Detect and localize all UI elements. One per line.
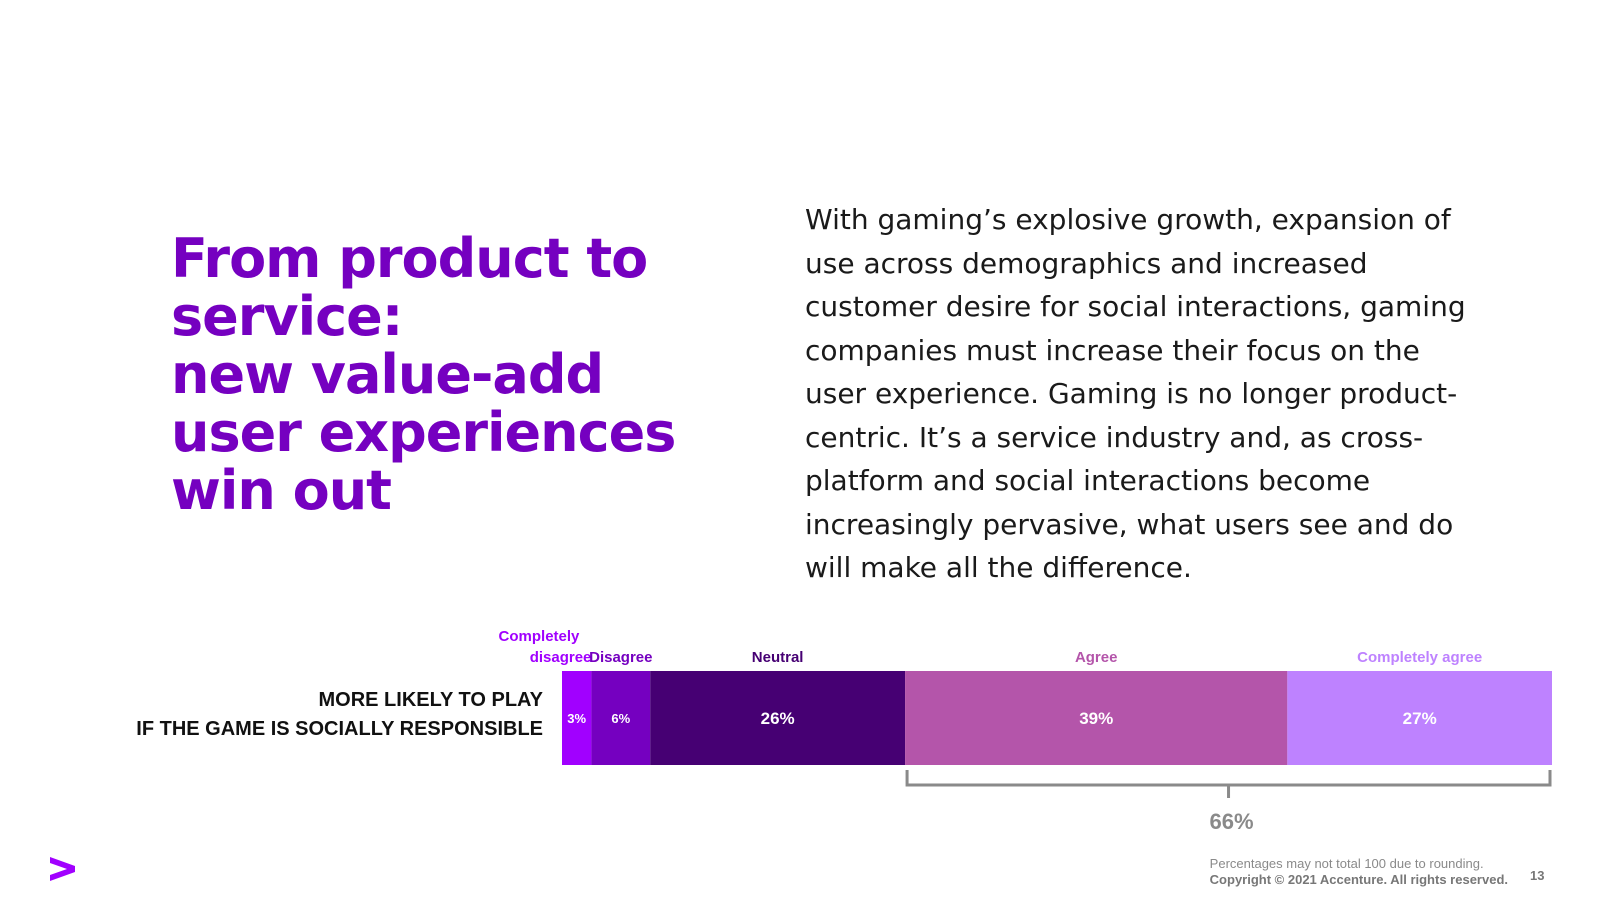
- category-label-disagree: Disagree: [589, 649, 652, 666]
- page-number: 13: [1530, 868, 1545, 883]
- body-paragraph: With gaming’s explosive growth, expansio…: [805, 198, 1505, 590]
- value-label-completely-disagree: 3%: [567, 711, 586, 726]
- title-line: win out: [171, 459, 392, 522]
- rounding-note: Percentages may not total 100 due to rou…: [1209, 856, 1484, 871]
- body-line: will make all the difference.: [805, 551, 1192, 584]
- body-line: increasingly pervasive, what users see a…: [805, 507, 1454, 541]
- category-label-neutral: Neutral: [752, 649, 804, 666]
- title-line: new value-add: [171, 343, 604, 406]
- value-label-completely-agree: 27%: [1403, 709, 1437, 728]
- title-line: From product to: [171, 227, 648, 290]
- body-line: With gaming’s explosive growth, expansio…: [805, 203, 1451, 236]
- body-line: user experience. Gaming is no longer pro…: [805, 377, 1458, 410]
- bar-segment-neutral: [650, 671, 906, 765]
- body-line: companies must increase their focus on t…: [805, 333, 1420, 367]
- body-line: use across demographics and increased: [805, 246, 1368, 280]
- value-label-neutral: 26%: [761, 709, 795, 728]
- body-line: centric. It’s a service industry and, as…: [805, 420, 1424, 454]
- footnote: Percentages may not total 100 due to rou…: [1210, 856, 1508, 888]
- category-label-completely-disagree: disagree: [530, 649, 592, 666]
- copyright: Copyright © 2021 Accenture. All rights r…: [1209, 872, 1508, 887]
- body-line: customer desire for social interactions,…: [805, 290, 1466, 323]
- agree-total-label: 66%: [1210, 809, 1254, 834]
- bar-segment-agree: [905, 671, 1288, 765]
- bar-segment-disagree: [591, 671, 651, 765]
- row-label-line: MORE LIKELY TO PLAY: [318, 689, 543, 711]
- bar-segment-completely-disagree: [562, 671, 592, 765]
- row-label-line: IF THE GAME IS SOCIALLY RESPONSIBLE: [136, 718, 543, 740]
- title-line: service:: [171, 285, 403, 348]
- category-label-completely-disagree: Completely: [499, 628, 581, 645]
- category-label-completely-agree: Completely agree: [1357, 649, 1482, 666]
- chart-row-label: MORE LIKELY TO PLAY IF THE GAME IS SOCIA…: [136, 686, 543, 744]
- value-label-disagree: 6%: [611, 711, 630, 726]
- page-title: From product to service: new value-add u…: [171, 230, 731, 520]
- bar-segment-completely-agree: [1287, 671, 1552, 765]
- agree-total-bracket: [905, 770, 1552, 798]
- body-line: platform and social interactions become: [805, 464, 1371, 497]
- title-line: user experiences: [171, 401, 676, 464]
- value-label-agree: 39%: [1079, 709, 1113, 728]
- accenture-logo-icon: [50, 857, 75, 881]
- category-label-agree: Agree: [1075, 649, 1118, 666]
